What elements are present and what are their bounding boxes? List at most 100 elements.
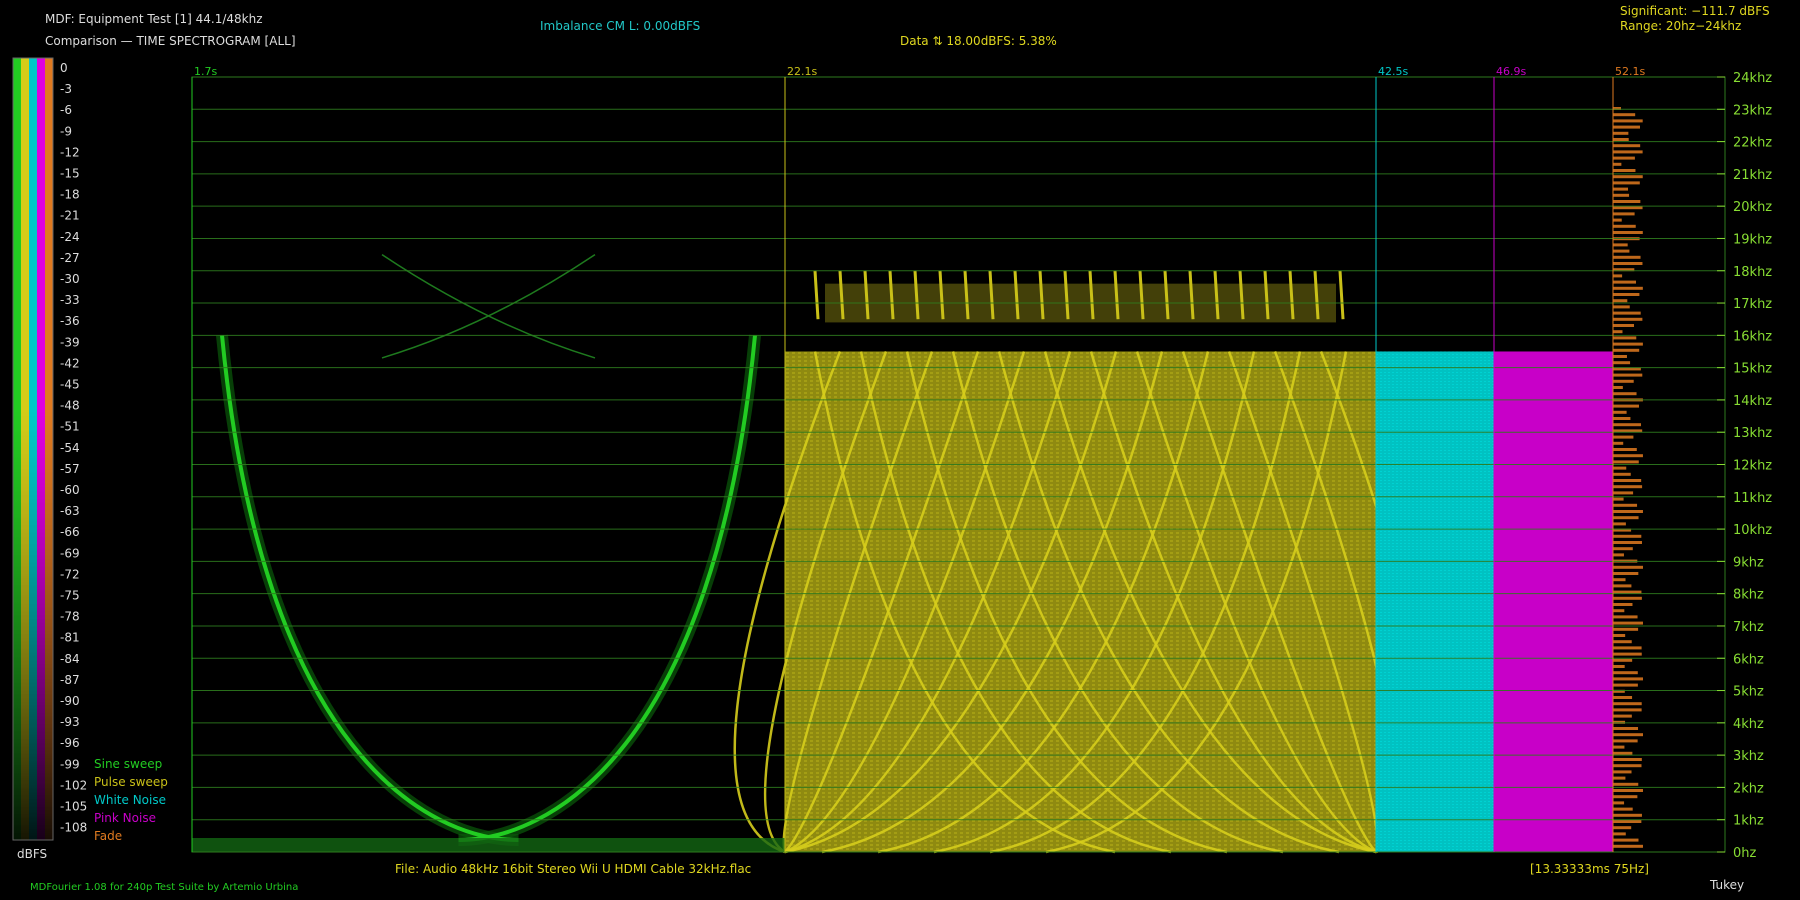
fade-stripe [1613,596,1642,600]
x-marker-label: 1.7s [194,65,217,78]
pulse-arc [733,351,842,854]
y-tick-label: 0hz [1733,846,1757,861]
y-tick-label: 18khz [1733,265,1772,280]
colorbar: 0 -3 -6 -9 -12 -15 -18 -21 -24 -27 -30 -33 -36 -39 -42… [12,57,87,861]
pulse-arc [905,351,1228,854]
colorbar-tick-label: -6 [60,103,72,117]
fade-stripe [1613,820,1642,823]
y-tick-label: 1khz [1733,814,1764,829]
fade-stripe [1613,708,1642,712]
legend-entry: Fade [94,829,122,843]
pulse-tick [1288,270,1295,320]
fade-stripe [1613,181,1640,185]
colorbar-label: dBFS [17,847,47,861]
fade-stripe [1613,138,1629,141]
pulse-tick [938,270,945,320]
colorbar-tick-label: -54 [60,441,80,455]
fade-stripe [1613,782,1639,786]
fade-stripe [1613,497,1624,501]
y-tick-label: 4khz [1733,717,1764,732]
fade-stripe [1613,696,1633,699]
colorbar-tick-label: -36 [60,314,80,328]
colorbar-tick-label: -3 [60,82,72,96]
pulse-tick [963,270,970,320]
fade-stripe [1613,491,1634,495]
sine-floor [192,838,785,852]
fade-stripe [1613,231,1643,234]
fade-stripe [1613,832,1626,836]
colorbar-tick-label: -81 [60,631,80,645]
pulse-arc [1135,351,1377,854]
fade-stripe [1613,826,1632,830]
fade-stripe [1613,745,1625,749]
pulse-sweep-band [785,351,1376,852]
colorbar-tick-label: 0 [60,61,68,75]
y-tick-label: 7khz [1733,620,1764,635]
colorbar-tick-label: -48 [60,399,80,413]
fade-stripe [1613,249,1630,253]
colorbar-tick-label: -84 [60,652,80,666]
colorbar-tick-label: -21 [60,209,80,223]
y-tick-label: 23khz [1733,103,1772,118]
data-info-label: Data ⇅ 18.00dBFS: 5.38% [900,34,1057,48]
fade-stripe [1613,119,1643,123]
y-tick-label: 15khz [1733,362,1772,377]
fade-stripe [1613,844,1643,848]
fade-stripe [1613,187,1629,191]
y-tick-label: 22khz [1733,136,1772,151]
fade-stripe [1613,789,1643,792]
colorbar-tick-label: -51 [60,420,80,434]
pulse-arc [877,351,1210,854]
y-tick-label: 8khz [1733,588,1764,603]
fade-stripe [1613,503,1638,507]
pulse-arc [1089,351,1377,854]
fade-stripe [1613,224,1636,228]
pulse-tick [863,270,870,320]
colorbar-tick-label: -66 [60,525,80,539]
fade-stripe [1613,299,1628,303]
fade-stripe [1613,417,1631,420]
pulse-tick [838,270,845,320]
y-axis: 24khz 23khz 22khz 21khz 20khz 19khz 18khz 17khz… [1717,71,1772,861]
fade-stripe [1613,280,1637,284]
fade-stripe [1613,448,1637,451]
legend-entry: Pink Noise [94,811,156,825]
colorbar-tick-label: -39 [60,335,80,349]
file-label: File: Audio 48kHz 16bit Stereo Wii U HDM… [395,862,752,876]
fade-stripe [1613,807,1633,811]
pulse-arc [933,351,1256,854]
fade-stripe [1613,193,1630,197]
colorbar-tick-label: -45 [60,378,80,392]
fade-stripe [1613,479,1642,482]
fade-stripe [1613,150,1643,154]
frame-info: [13.33333ms 75Hz] [1530,862,1649,876]
fade-stripe [1613,485,1643,489]
fade-stripe [1613,131,1629,135]
legend: Sine sweep Pulse sweep White Noise Pink Noi… [94,757,168,843]
fade-stripe [1613,795,1638,799]
fade-stripe [1613,528,1632,532]
fade-stripe [1613,683,1638,687]
colorbar-tick-label: -12 [60,145,80,159]
window-title: MDF: Equipment Test [1] 44.1/48khz [45,12,263,26]
fade-stripe [1613,212,1635,216]
y-tick-label: 11khz [1733,491,1772,506]
y-tick-label: 16khz [1733,329,1772,344]
pulse-tick [1013,270,1020,320]
fade-stripe [1613,553,1624,557]
fade-stripe [1613,634,1626,637]
colorbar-tick-label: -108 [60,821,87,835]
y-tick-label: 10khz [1733,523,1772,538]
fade-stripe [1613,162,1622,166]
fade-stripe [1613,565,1643,569]
sine-sweep-curve [458,335,757,842]
fade-stripe [1613,603,1633,606]
pulse-arc [1181,351,1377,853]
pulse-arc [784,351,980,853]
pulse-arc [997,351,1340,854]
fade-stripe [1613,652,1642,656]
fade-stripe [1613,466,1627,470]
fade-stripe [1613,107,1621,110]
pulse-tick [1088,270,1095,320]
